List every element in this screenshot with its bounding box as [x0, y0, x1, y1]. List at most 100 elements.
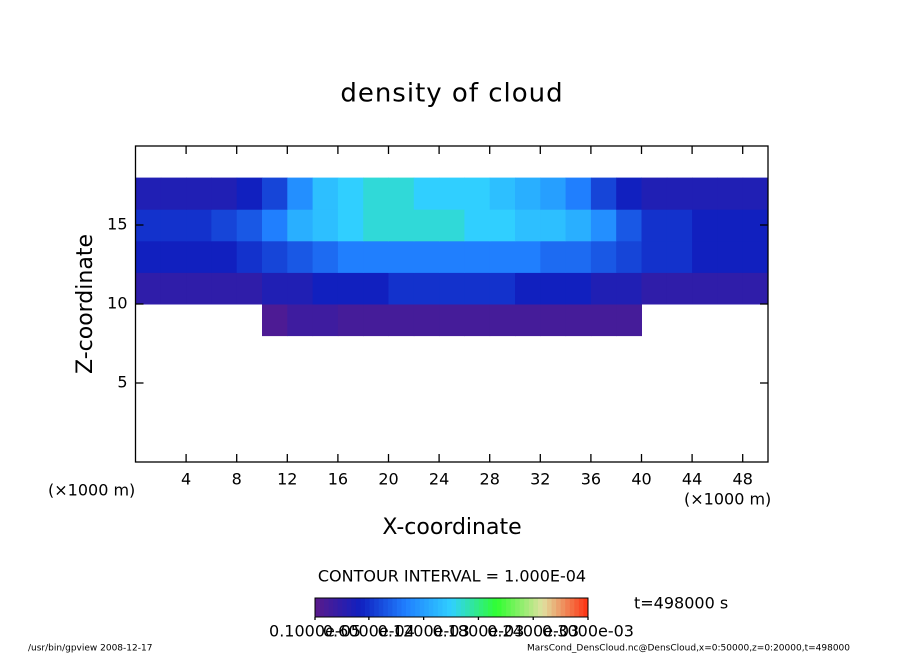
cell [742, 177, 769, 210]
y-tick-label: 5 [117, 373, 127, 392]
cell [439, 240, 465, 273]
colorbar-step [346, 598, 352, 617]
cell [337, 240, 364, 273]
colorbar-step [406, 598, 411, 617]
cell [692, 272, 718, 305]
cell [413, 272, 440, 305]
colorbar-step [337, 598, 343, 617]
colorbar-step [551, 598, 557, 617]
cell [413, 304, 440, 337]
colorbar-step [342, 598, 348, 617]
colorbar-step [556, 598, 562, 617]
cell [363, 209, 389, 242]
colorbar-step [442, 598, 448, 617]
cell [692, 240, 718, 273]
x-tick-label: 20 [378, 470, 398, 489]
colorbar-tick-label: 0.1200e-03 [378, 622, 470, 641]
x-tick-label: 8 [232, 470, 242, 489]
cell [337, 177, 364, 210]
footer-right: MarsCond_DensCloud.nc@DensCloud,x=0:5000… [527, 644, 850, 654]
colorbar-step [392, 598, 398, 617]
cell [742, 240, 769, 273]
cell [236, 209, 263, 242]
cell [515, 240, 541, 273]
cell [666, 209, 693, 242]
chart-title: density of cloud [340, 79, 563, 109]
x-tick-label: 24 [429, 470, 449, 489]
cell [565, 209, 592, 242]
colorbar-step [419, 598, 425, 617]
cell [489, 177, 516, 210]
cell [540, 240, 567, 273]
cell [388, 304, 415, 337]
cell [337, 209, 364, 242]
cell [312, 177, 339, 210]
cell [641, 177, 668, 210]
colorbar-step [428, 598, 434, 617]
colorbar-step [506, 598, 512, 617]
colorbar-tick-label: 0.1800e-03 [432, 622, 524, 641]
colorbar-step [378, 598, 384, 617]
colorbar-step [528, 598, 534, 617]
x-tick-label: 48 [733, 470, 753, 489]
cell [540, 272, 567, 305]
x-axis-label: X-coordinate [382, 515, 521, 540]
x-tick-label: 28 [480, 470, 500, 489]
cell [211, 209, 238, 242]
colorbar-step [487, 598, 493, 617]
cell [186, 177, 212, 210]
colorbar-step [583, 598, 589, 617]
colorbar-step [483, 598, 489, 617]
y-unit: (×1000 m) [48, 481, 135, 500]
x-unit: (×1000 m) [684, 490, 771, 509]
cell [666, 240, 693, 273]
cell [287, 272, 314, 305]
colorbar-step [351, 598, 357, 617]
colorbar-step [578, 598, 584, 617]
cell [515, 272, 541, 305]
colorbar-step [465, 598, 471, 617]
cell [515, 209, 541, 242]
colorbar-step [478, 598, 484, 617]
colorbar-step [456, 598, 461, 617]
colorbar-step [374, 598, 380, 617]
cell [363, 240, 389, 273]
colorbar-step [387, 598, 393, 617]
colorbar-step [565, 598, 571, 617]
cell [565, 240, 592, 273]
cell [616, 240, 642, 273]
cell [540, 177, 567, 210]
cell [515, 304, 541, 337]
x-tick-label: 16 [328, 470, 348, 489]
cell [262, 209, 288, 242]
cell [641, 209, 668, 242]
y-tick-label: 10 [107, 294, 127, 313]
cell [616, 272, 642, 305]
cell [464, 177, 491, 210]
cell [211, 272, 238, 305]
cell [692, 209, 718, 242]
colorbar-step [515, 598, 521, 617]
colorbar-step [542, 598, 548, 617]
colorbar-step [537, 598, 543, 617]
cell [388, 272, 415, 305]
colorbar-step [510, 598, 516, 617]
colorbar-step [328, 598, 334, 617]
colorbar-step [437, 598, 443, 617]
colorbar-tick-label: 0.1000e-05 [269, 622, 361, 641]
cell [262, 177, 288, 210]
cell [413, 177, 440, 210]
cell [312, 240, 339, 273]
colorbar-step [533, 598, 539, 617]
colorbar-step [315, 598, 320, 617]
cell [160, 240, 187, 273]
x-tick-label: 44 [682, 470, 702, 489]
cell [262, 304, 288, 337]
cell [489, 304, 516, 337]
x-tick-label: 12 [277, 470, 297, 489]
colorbar-step [446, 598, 452, 617]
cell [590, 240, 617, 273]
cell [160, 177, 187, 210]
cell [388, 209, 415, 242]
cell [565, 304, 592, 337]
